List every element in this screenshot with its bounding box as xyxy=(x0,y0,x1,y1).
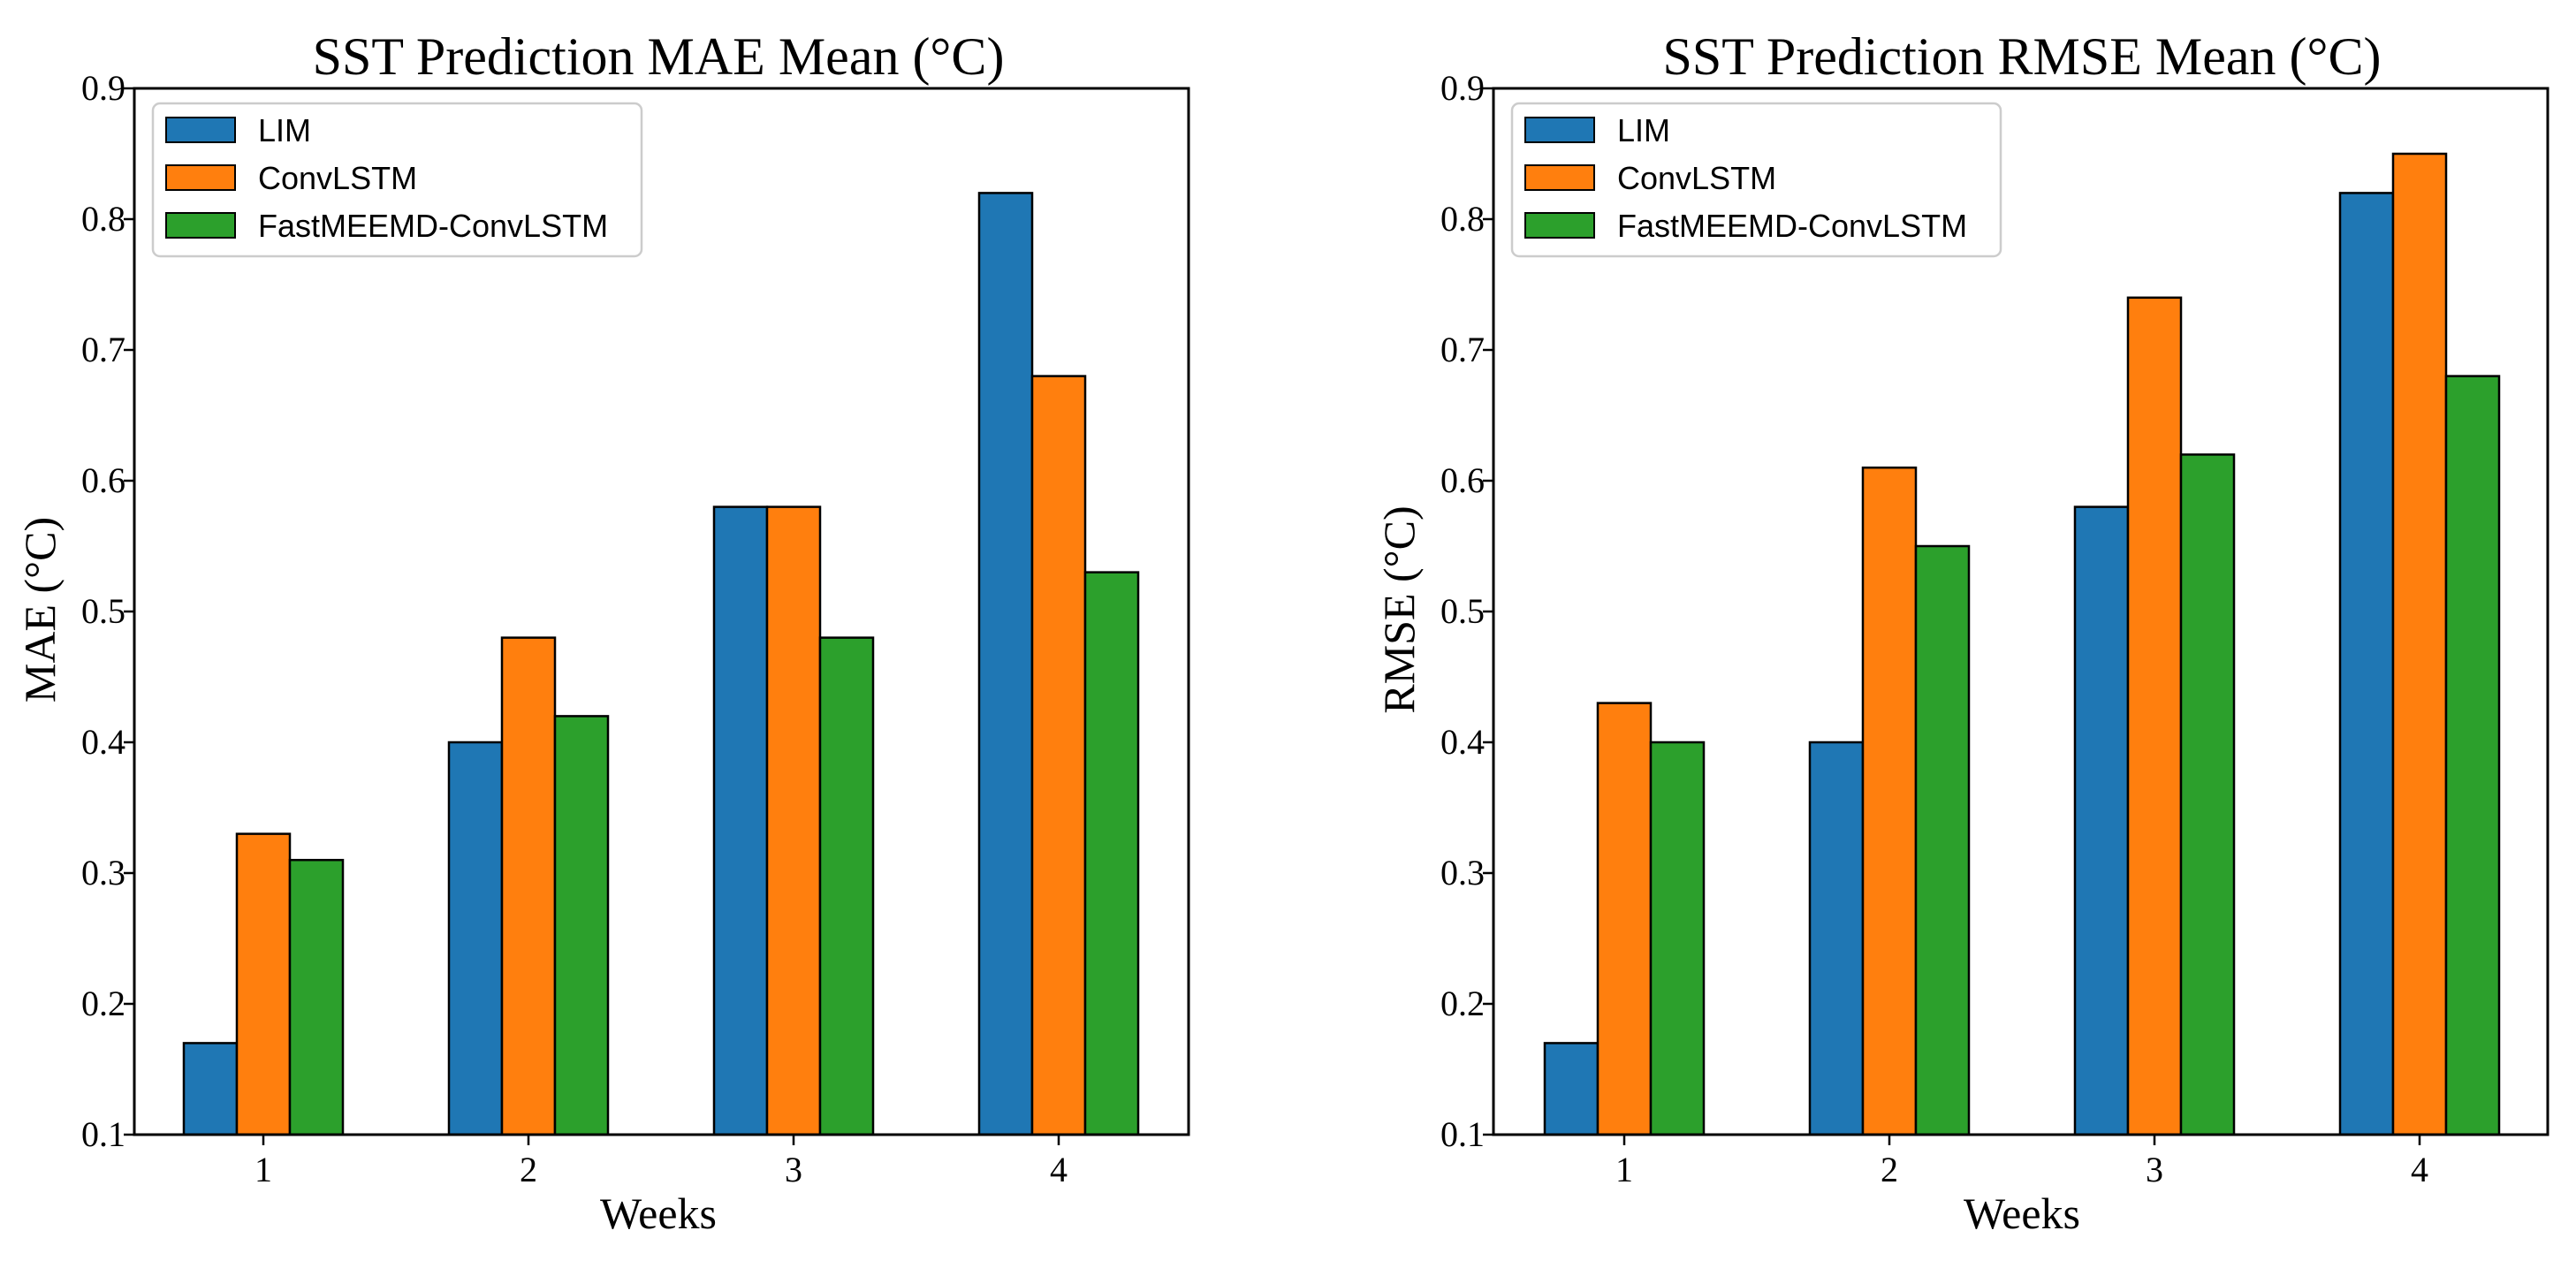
bar-convlstm-week-3 xyxy=(2126,296,2183,1136)
legend-label-convlstm: ConvLSTM xyxy=(1617,160,1776,196)
bar-lim-week-4 xyxy=(2338,192,2395,1136)
y-tick-label: 0.3 xyxy=(81,853,125,893)
x-tick-label: 3 xyxy=(2146,1150,2163,1189)
bar-convlstm-week-3 xyxy=(765,505,822,1136)
legend-label-fastmeemd-convlstm: FastMEEMD-ConvLSTM xyxy=(258,208,608,244)
bar-fastmeemd-convlstm-week-1 xyxy=(288,858,345,1136)
rmse-x-axis-label: Weeks xyxy=(1964,1189,2080,1238)
bar-convlstm-week-1 xyxy=(235,832,292,1136)
rmse-bars xyxy=(1543,152,2501,1136)
bar-convlstm-week-4 xyxy=(2391,152,2448,1136)
y-tick-label: 0.2 xyxy=(1440,984,1485,1023)
rmse-y-axis-label: RMSE (°C) xyxy=(1374,505,1424,713)
bar-lim-week-2 xyxy=(447,741,504,1136)
legend-label-convlstm: ConvLSTM xyxy=(258,160,417,196)
mae-legend: LIM ConvLSTM FastMEEMD-ConvLSTM xyxy=(151,102,643,258)
y-tick-label: 0.1 xyxy=(81,1114,125,1154)
bar-convlstm-week-2 xyxy=(1861,466,1918,1136)
x-tick-label: 4 xyxy=(2411,1150,2428,1189)
legend-swatch-lim xyxy=(165,117,236,143)
bar-fastmeemd-convlstm-week-1 xyxy=(1649,741,1706,1136)
y-tick-label: 0.9 xyxy=(1440,68,1485,108)
bar-convlstm-week-1 xyxy=(1596,702,1653,1136)
bar-fastmeemd-convlstm-week-2 xyxy=(553,715,610,1136)
x-tick-label: 4 xyxy=(1050,1150,1068,1189)
y-tick-label: 0.3 xyxy=(1440,853,1485,893)
legend-label-lim: LIM xyxy=(258,112,311,148)
rmse-legend: LIM ConvLSTM FastMEEMD-ConvLSTM xyxy=(1510,102,2002,258)
bar-fastmeemd-convlstm-week-3 xyxy=(818,636,875,1136)
rmse-y-tick-labels: 0.1 0.2 0.3 0.4 0.5 0.6 0.7 0.8 0.9 xyxy=(1440,68,1485,1154)
mae-tick-marks xyxy=(124,87,1060,1145)
y-tick-label: 0.4 xyxy=(81,722,125,762)
mae-x-tick-labels: 1 2 3 4 xyxy=(255,1150,1068,1189)
bar-lim-week-1 xyxy=(1543,1042,1600,1136)
rmse-chart-title: SST Prediction RMSE Mean (°C) xyxy=(1663,27,2382,86)
legend-swatch-fastmeemd-convlstm xyxy=(165,212,236,239)
mae-y-tick-labels: 0.1 0.2 0.3 0.4 0.5 0.6 0.7 0.8 0.9 xyxy=(81,68,125,1154)
bar-convlstm-week-2 xyxy=(500,636,557,1136)
bar-lim-week-1 xyxy=(182,1042,239,1136)
x-tick-label: 1 xyxy=(255,1150,272,1189)
y-tick-label: 0.7 xyxy=(81,330,125,369)
y-tick-label: 0.4 xyxy=(1440,722,1485,762)
rmse-x-tick-labels: 1 2 3 4 xyxy=(1615,1150,2428,1189)
bar-lim-week-3 xyxy=(2073,505,2130,1136)
legend-label-lim: LIM xyxy=(1617,112,1670,148)
bar-lim-week-2 xyxy=(1808,741,1865,1136)
mae-y-axis-label: MAE (°C) xyxy=(15,517,65,703)
rmse-chart: SST Prediction RMSE Mean (°C) RMSE (°C) … xyxy=(1374,27,2549,1238)
y-tick-label: 0.8 xyxy=(1440,199,1485,239)
mae-x-axis-label: Weeks xyxy=(600,1189,717,1238)
y-tick-label: 0.6 xyxy=(1440,460,1485,500)
x-tick-label: 3 xyxy=(785,1150,802,1189)
x-tick-label: 2 xyxy=(520,1150,537,1189)
x-tick-label: 1 xyxy=(1615,1150,1633,1189)
y-tick-label: 0.2 xyxy=(81,984,125,1023)
bar-convlstm-week-4 xyxy=(1030,375,1087,1136)
bar-lim-week-4 xyxy=(977,192,1034,1136)
mae-chart-title: SST Prediction MAE Mean (°C) xyxy=(313,27,1005,86)
y-tick-label: 0.5 xyxy=(1440,591,1485,631)
rmse-tick-marks xyxy=(1483,87,2421,1145)
mae-chart: SST Prediction MAE Mean (°C) MAE (°C) We… xyxy=(15,27,1190,1238)
legend-box xyxy=(151,102,643,258)
y-tick-label: 0.6 xyxy=(81,460,125,500)
y-tick-label: 0.7 xyxy=(1440,330,1485,369)
y-tick-label: 0.8 xyxy=(81,199,125,239)
x-tick-label: 2 xyxy=(1881,1150,1898,1189)
rmse-plot-frame xyxy=(1492,87,2549,1136)
legend-swatch-convlstm xyxy=(165,164,236,191)
legend-swatch-fastmeemd-convlstm xyxy=(1524,212,1595,239)
bar-fastmeemd-convlstm-week-4 xyxy=(1083,571,1140,1136)
mae-bars xyxy=(182,192,1140,1136)
y-tick-label: 0.5 xyxy=(81,591,125,631)
bar-fastmeemd-convlstm-week-4 xyxy=(2444,375,2501,1136)
y-tick-label: 0.1 xyxy=(1440,1114,1485,1154)
bar-fastmeemd-convlstm-week-2 xyxy=(1914,544,1971,1136)
bar-fastmeemd-convlstm-week-3 xyxy=(2179,453,2236,1136)
bar-lim-week-3 xyxy=(712,505,769,1136)
legend-label-fastmeemd-convlstm: FastMEEMD-ConvLSTM xyxy=(1617,208,1967,244)
legend-box xyxy=(1510,102,2002,258)
mae-plot-frame xyxy=(133,87,1190,1136)
legend-swatch-convlstm xyxy=(1524,164,1595,191)
legend-swatch-lim xyxy=(1524,117,1595,143)
y-tick-label: 0.9 xyxy=(81,68,125,108)
